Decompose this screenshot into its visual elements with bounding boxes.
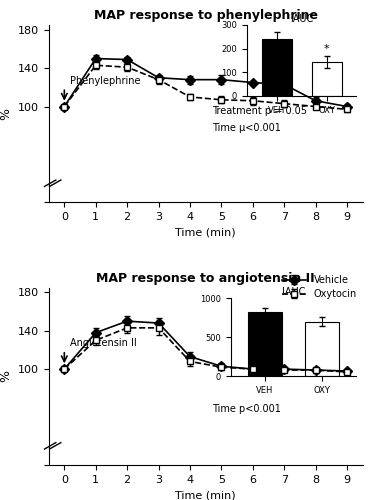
Text: Phenylephrine: Phenylephrine [70,76,141,86]
Text: Time μ<0.001: Time μ<0.001 [212,124,281,134]
X-axis label: Time (min): Time (min) [175,490,236,500]
X-axis label: Time (min): Time (min) [175,228,236,237]
Y-axis label: %: % [0,108,12,120]
Y-axis label: %: % [0,370,12,382]
Title: MAP response to angiotensin II: MAP response to angiotensin II [96,272,315,285]
Legend: Vehicle, Oxytocin: Vehicle, Oxytocin [278,271,361,303]
Title: MAP response to phenylephrine: MAP response to phenylephrine [94,10,318,22]
Text: Treatment p = 0.05: Treatment p = 0.05 [212,106,307,116]
Text: Angiotensin II: Angiotensin II [70,338,137,348]
Text: Time p<0.001: Time p<0.001 [212,404,281,414]
